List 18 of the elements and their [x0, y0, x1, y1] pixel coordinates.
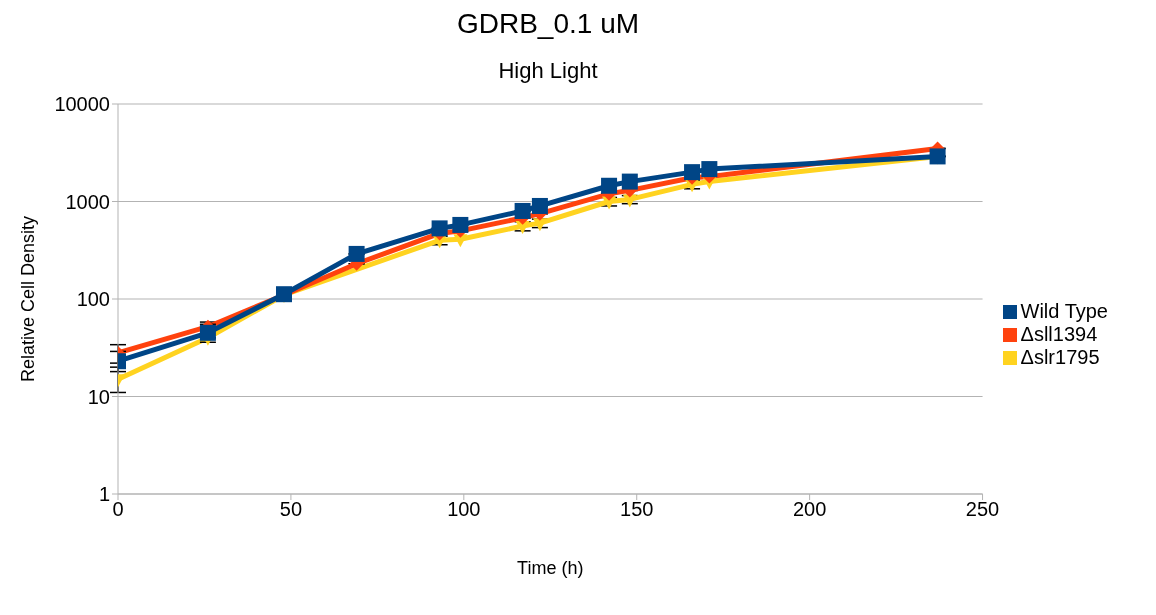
x-axis-title: Time (h) [517, 558, 584, 578]
legend-label: Δslr1795 [1020, 345, 1100, 368]
legend-label: Wild Type [1020, 299, 1108, 322]
y-tick-label: 10000 [54, 93, 110, 116]
x-tick-label: 150 [620, 498, 654, 521]
y-tick-label: 1 [98, 483, 110, 506]
y-axis-title: Relative Cell Density [18, 215, 39, 383]
x-tick-label: 0 [112, 498, 124, 521]
y-tick-label: 1000 [65, 190, 110, 213]
x-tick-label: 200 [792, 498, 827, 521]
chart-subtitle: High Light [497, 58, 599, 84]
y-tick-label: 10 [87, 385, 110, 408]
y-tick-label: 100 [76, 288, 110, 311]
x-tick-label: 100 [447, 498, 481, 521]
x-tick-label: 250 [965, 498, 1000, 521]
chart-title: GDRB_0.1 uM [455, 8, 641, 40]
legend-label: Δsll1394 [1020, 322, 1098, 345]
x-tick-label: 50 [279, 498, 303, 521]
